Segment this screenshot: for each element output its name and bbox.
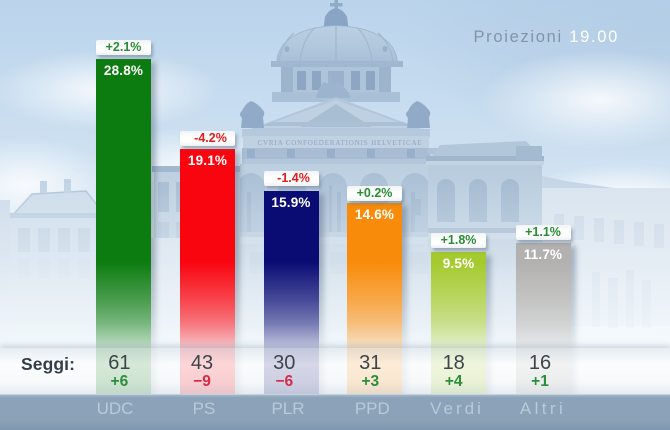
svg-text:CVRIA CONFOEDERATIONIS HELVETI: CVRIA CONFOEDERATIONIS HELVETICAE [257,139,422,147]
